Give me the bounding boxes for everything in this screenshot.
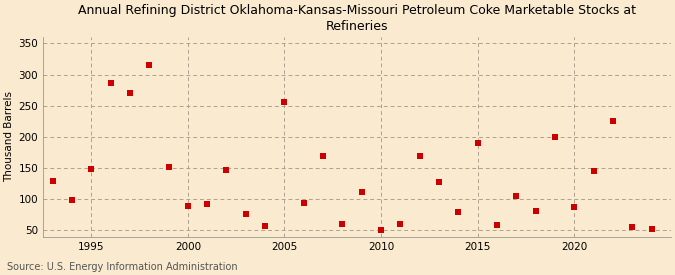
Point <box>627 225 638 230</box>
Point <box>67 198 78 202</box>
Point <box>549 135 560 139</box>
Point <box>569 205 580 210</box>
Point <box>298 201 309 205</box>
Title: Annual Refining District Oklahoma-Kansas-Missouri Petroleum Coke Marketable Stoc: Annual Refining District Oklahoma-Kansas… <box>78 4 636 33</box>
Point <box>453 210 464 214</box>
Point <box>144 63 155 67</box>
Point <box>260 224 271 228</box>
Point <box>279 100 290 104</box>
Point <box>356 190 367 195</box>
Point <box>511 194 522 198</box>
Point <box>433 180 444 184</box>
Point <box>124 91 135 95</box>
Point <box>491 223 502 228</box>
Y-axis label: Thousand Barrels: Thousand Barrels <box>4 91 14 182</box>
Text: Source: U.S. Energy Information Administration: Source: U.S. Energy Information Administ… <box>7 262 238 272</box>
Point <box>47 178 58 183</box>
Point <box>608 119 618 123</box>
Point <box>86 167 97 172</box>
Point <box>202 202 213 206</box>
Point <box>414 153 425 158</box>
Point <box>337 222 348 226</box>
Point <box>376 228 387 233</box>
Point <box>182 204 193 208</box>
Point <box>588 169 599 174</box>
Point <box>472 140 483 145</box>
Point <box>395 221 406 226</box>
Point <box>646 227 657 232</box>
Point <box>530 208 541 213</box>
Point <box>221 168 232 172</box>
Point <box>318 153 329 158</box>
Point <box>163 165 174 169</box>
Point <box>240 211 251 216</box>
Point <box>105 81 116 85</box>
